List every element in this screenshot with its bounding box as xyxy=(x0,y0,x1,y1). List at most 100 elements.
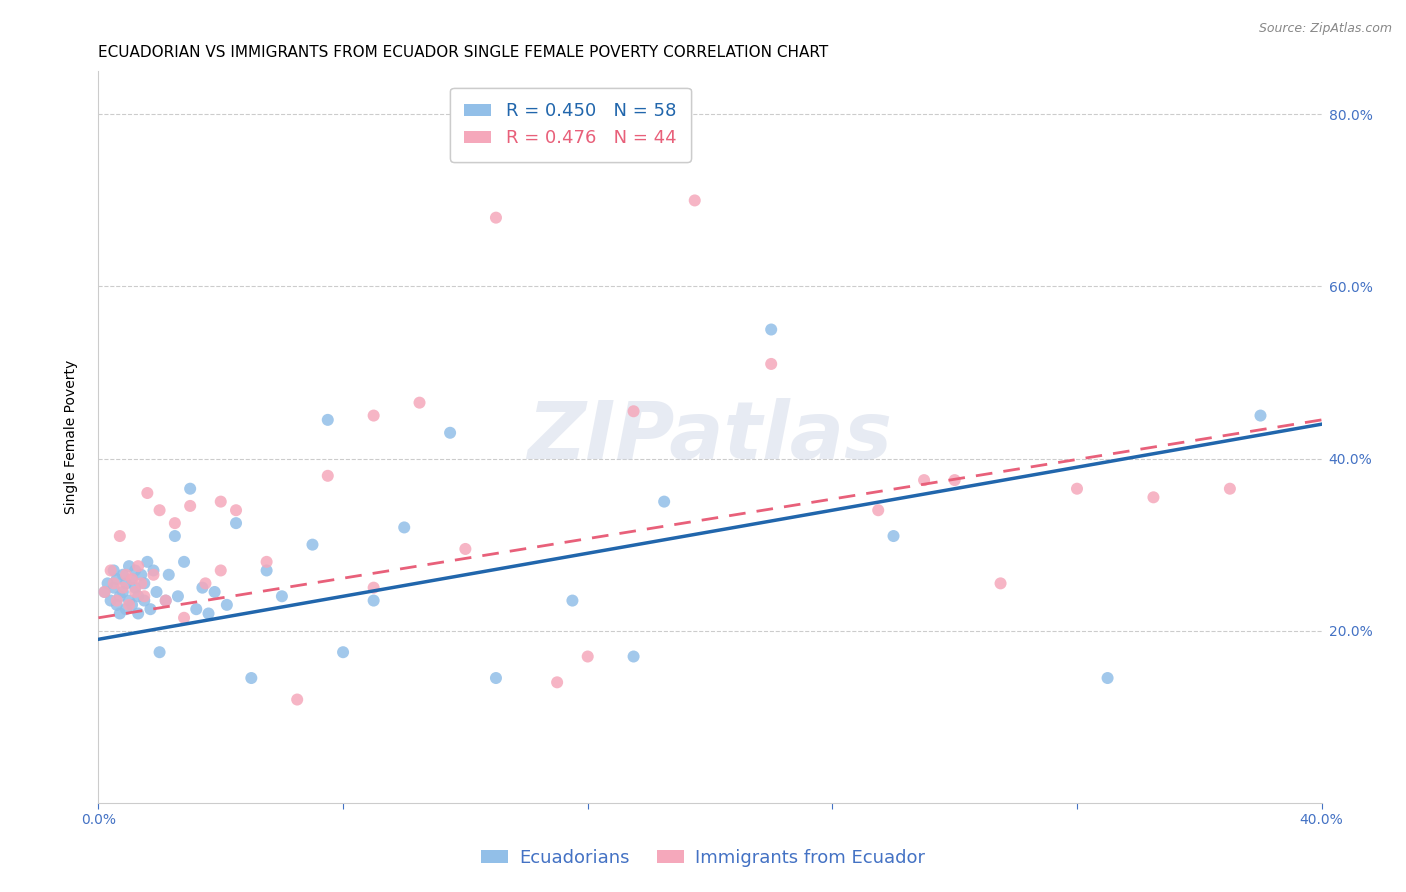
Point xyxy=(256,564,278,578)
Point xyxy=(561,593,583,607)
Point xyxy=(408,395,430,409)
Point xyxy=(118,593,141,607)
Point xyxy=(163,516,186,530)
Point xyxy=(103,576,125,591)
Point xyxy=(194,576,217,591)
Point xyxy=(623,649,645,664)
Point xyxy=(883,529,905,543)
Point xyxy=(990,576,1012,591)
Point xyxy=(108,589,131,603)
Y-axis label: Single Female Poverty: Single Female Poverty xyxy=(63,360,77,514)
Point xyxy=(225,516,247,530)
Point xyxy=(134,589,156,603)
Point xyxy=(111,585,134,599)
Point xyxy=(186,602,208,616)
Point xyxy=(1066,482,1088,496)
Point xyxy=(943,473,966,487)
Point xyxy=(215,598,238,612)
Point xyxy=(100,564,122,578)
Point xyxy=(124,581,146,595)
Point xyxy=(111,567,134,582)
Legend: R = 0.450   N = 58, R = 0.476   N = 44: R = 0.450 N = 58, R = 0.476 N = 44 xyxy=(450,87,690,161)
Point xyxy=(240,671,263,685)
Point xyxy=(485,671,508,685)
Point xyxy=(118,559,141,574)
Point xyxy=(124,585,146,599)
Point xyxy=(115,567,138,582)
Point xyxy=(363,581,385,595)
Point xyxy=(155,593,177,607)
Point xyxy=(103,581,125,595)
Point xyxy=(136,486,159,500)
Point xyxy=(108,529,131,543)
Point xyxy=(103,564,125,578)
Point xyxy=(118,598,141,612)
Point xyxy=(105,593,128,607)
Point xyxy=(105,572,128,586)
Point xyxy=(868,503,890,517)
Point xyxy=(163,529,186,543)
Point xyxy=(173,611,195,625)
Point xyxy=(127,559,149,574)
Point xyxy=(127,589,149,603)
Point xyxy=(173,555,195,569)
Point xyxy=(392,520,416,534)
Point xyxy=(332,645,354,659)
Point xyxy=(225,503,247,517)
Point xyxy=(155,593,177,607)
Point xyxy=(363,409,385,423)
Text: ECUADORIAN VS IMMIGRANTS FROM ECUADOR SINGLE FEMALE POVERTY CORRELATION CHART: ECUADORIAN VS IMMIGRANTS FROM ECUADOR SI… xyxy=(98,45,828,60)
Point xyxy=(759,322,782,336)
Point xyxy=(129,567,152,582)
Point xyxy=(167,589,190,603)
Point xyxy=(139,602,162,616)
Point xyxy=(97,576,120,591)
Point xyxy=(121,598,143,612)
Point xyxy=(115,602,138,616)
Point xyxy=(129,576,152,591)
Point xyxy=(912,473,935,487)
Point xyxy=(1219,482,1241,496)
Point xyxy=(316,468,339,483)
Point xyxy=(546,675,568,690)
Point xyxy=(683,194,706,208)
Point xyxy=(105,598,128,612)
Point xyxy=(652,494,675,508)
Point xyxy=(576,649,599,664)
Point xyxy=(270,589,292,603)
Point xyxy=(127,607,149,621)
Point xyxy=(204,585,226,599)
Point xyxy=(1097,671,1119,685)
Point xyxy=(121,572,143,586)
Point xyxy=(209,564,232,578)
Point xyxy=(136,555,159,569)
Point xyxy=(1142,491,1164,505)
Point xyxy=(209,494,232,508)
Point xyxy=(124,564,146,578)
Point xyxy=(256,555,278,569)
Point xyxy=(149,645,172,659)
Point xyxy=(191,581,214,595)
Point xyxy=(1249,409,1271,423)
Point xyxy=(142,564,165,578)
Point xyxy=(301,538,323,552)
Point xyxy=(285,692,308,706)
Legend: Ecuadorians, Immigrants from Ecuador: Ecuadorians, Immigrants from Ecuador xyxy=(474,842,932,874)
Point xyxy=(134,593,156,607)
Point xyxy=(485,211,508,225)
Point xyxy=(93,585,115,599)
Point xyxy=(454,541,477,556)
Point xyxy=(142,567,165,582)
Point xyxy=(197,607,219,621)
Text: ZIPatlas: ZIPatlas xyxy=(527,398,893,476)
Point xyxy=(157,567,180,582)
Point xyxy=(179,499,201,513)
Point xyxy=(149,503,172,517)
Point xyxy=(179,482,201,496)
Point xyxy=(111,581,134,595)
Point xyxy=(363,593,385,607)
Point xyxy=(316,413,339,427)
Point xyxy=(93,585,115,599)
Point xyxy=(145,585,167,599)
Point xyxy=(100,593,122,607)
